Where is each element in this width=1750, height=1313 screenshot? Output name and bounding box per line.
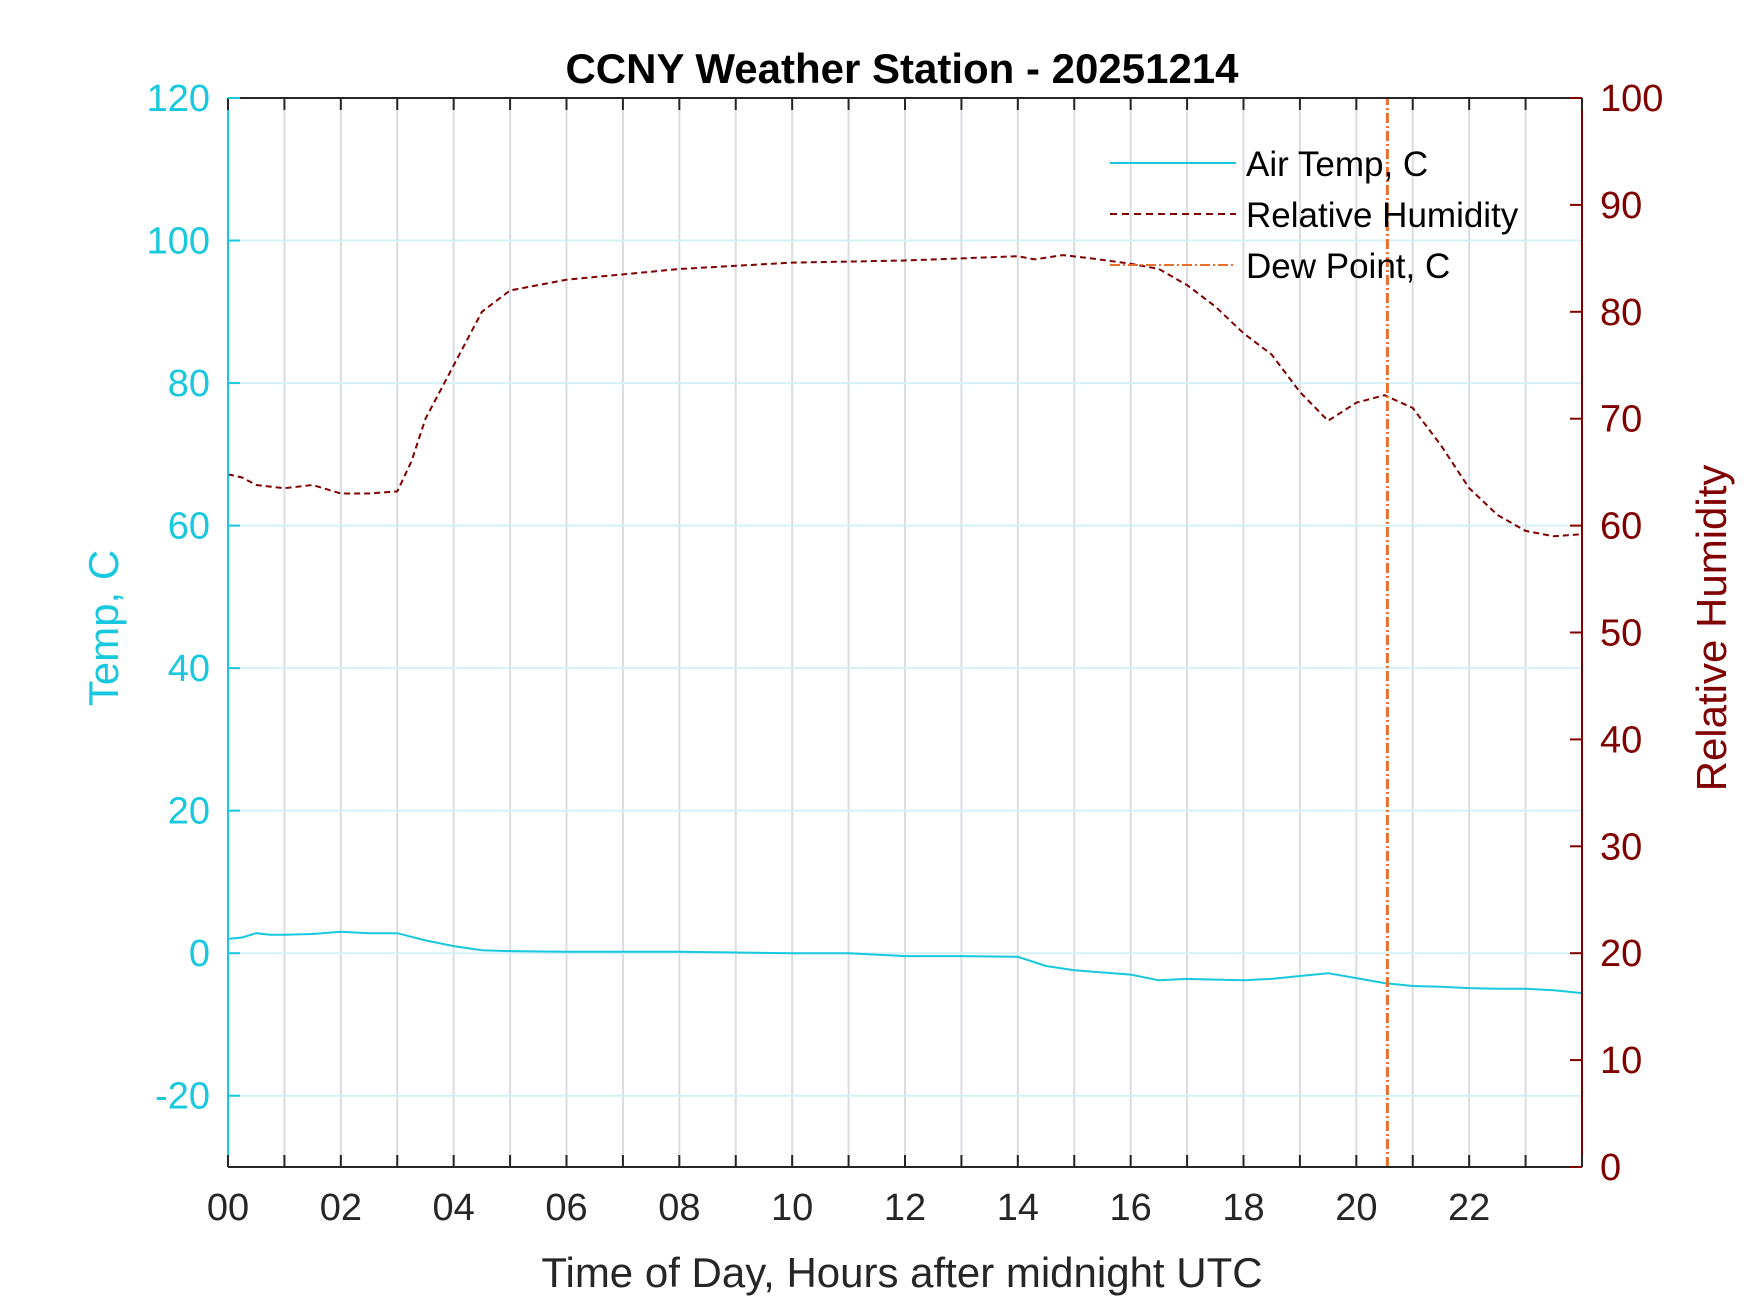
- y-left-tick-label: -20: [155, 1076, 210, 1118]
- y-left-tick-label: 100: [147, 221, 210, 263]
- y-left-tick-label: 40: [168, 648, 210, 690]
- x-tick-label: 18: [1222, 1187, 1264, 1229]
- x-tick-label: 02: [320, 1187, 362, 1229]
- y-right-tick-label: 10: [1600, 1040, 1642, 1082]
- series-line-relative-humidity: [227, 254, 1583, 538]
- chart-title: CCNY Weather Station - 20251214: [565, 45, 1239, 92]
- x-tick-label: 06: [545, 1187, 587, 1229]
- x-tick-label: 04: [433, 1187, 475, 1229]
- x-axis-label: Time of Day, Hours after midnight UTC: [541, 1249, 1262, 1296]
- x-tick-label: 22: [1448, 1187, 1490, 1229]
- y-left-tick-label: 60: [168, 506, 210, 548]
- y-axis-right-label: Relative Humidity: [1688, 465, 1735, 792]
- x-tick-label: 20: [1335, 1187, 1377, 1229]
- y-axis-left-label: Temp, C: [80, 550, 127, 706]
- y-right-tick-label: 90: [1600, 185, 1642, 227]
- x-tick-label: 08: [658, 1187, 700, 1229]
- y-right-tick-label: 0: [1600, 1147, 1621, 1189]
- tick-labels: 00 02 04 06 08 10 12 14 16 18 20 22-200204060801001…: [147, 78, 1664, 1229]
- x-tick-label: 16: [1110, 1187, 1152, 1229]
- series-line-air-temp: [227, 930, 1583, 995]
- y-right-tick-label: 100: [1600, 78, 1663, 120]
- y-right-tick-label: 70: [1600, 399, 1642, 441]
- x-tick-label: 12: [884, 1187, 926, 1229]
- x-tick-label: 14: [997, 1187, 1039, 1229]
- axes: [227, 97, 1583, 1168]
- x-tick-label: 10: [771, 1187, 813, 1229]
- y-left-tick-label: 80: [168, 363, 210, 405]
- legend-label-air-temp: Air Temp, C: [1246, 145, 1428, 184]
- y-left-tick-label: 120: [147, 78, 210, 120]
- legend: Air Temp, C Relative Humidity Dew Point,…: [1110, 145, 1519, 286]
- y-right-tick-label: 30: [1600, 826, 1642, 868]
- plot-series: [227, 98, 1583, 1167]
- y-right-tick-label: 50: [1600, 613, 1642, 655]
- grid-lines: [228, 97, 1582, 1167]
- y-left-tick-label: 0: [189, 933, 210, 975]
- y-right-tick-label: 40: [1600, 719, 1642, 761]
- y-right-tick-label: 80: [1600, 292, 1642, 334]
- y-right-tick-label: 60: [1600, 506, 1642, 548]
- y-right-tick-label: 20: [1600, 933, 1642, 975]
- y-left-tick-label: 20: [168, 791, 210, 833]
- legend-label-relative-humidity: Relative Humidity: [1246, 196, 1519, 235]
- legend-label-dew-point: Dew Point, C: [1246, 247, 1450, 286]
- x-tick-label: 00: [207, 1187, 249, 1229]
